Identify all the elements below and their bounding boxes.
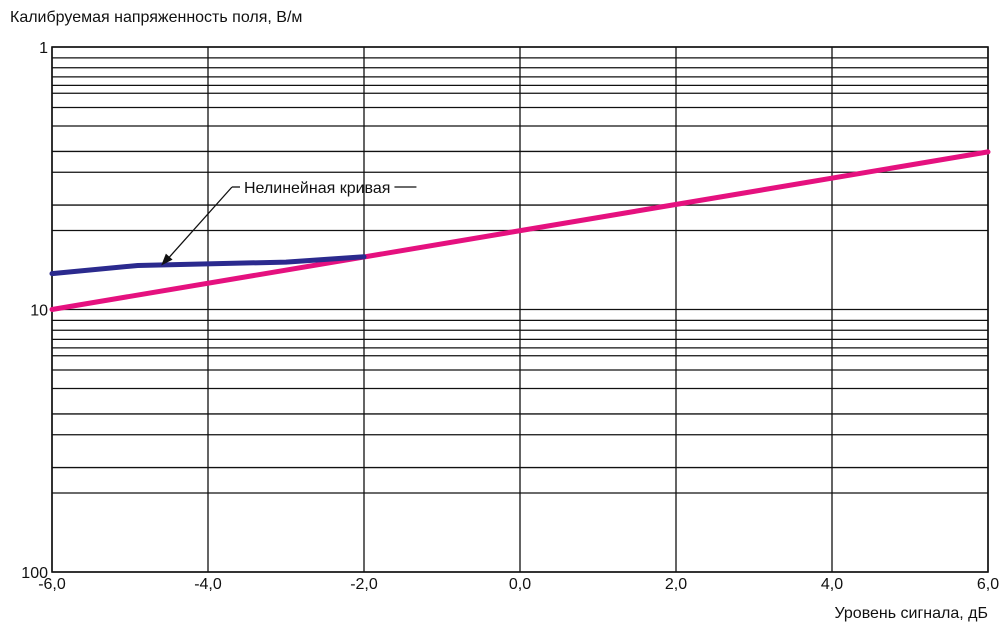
- series-line-0: [49, 149, 991, 312]
- annotation-arrow-shaft: [166, 186, 233, 260]
- x-axis-label: Уровень сигнала, дБ: [834, 605, 988, 622]
- x-tick-label: -2,0: [350, 576, 378, 593]
- annotation-arrowhead: [161, 253, 173, 266]
- annotation-layer: Нелинейная кривая: [161, 180, 417, 266]
- tick-labels: -6,0 -4,0 -2,0 0,0 2,0 4,0 6,0 1 10 100: [21, 40, 999, 593]
- y-tick-label: 10: [30, 303, 48, 320]
- series-layer: [49, 149, 991, 312]
- y-axis-label: Калибруемая напряженность поля, В/м: [10, 9, 302, 26]
- x-tick-label: -6,0: [38, 576, 66, 593]
- y-tick-label: 1: [39, 40, 48, 57]
- grid: [51, 46, 989, 573]
- x-tick-label: 4,0: [821, 576, 843, 593]
- x-tick-label: 2,0: [665, 576, 687, 593]
- annotation-label: Нелинейная кривая: [244, 180, 390, 197]
- y-tick-label: 100: [21, 565, 48, 582]
- x-tick-label: 6,0: [977, 576, 999, 593]
- series-line-1: [49, 254, 367, 277]
- x-tick-label: -4,0: [194, 576, 222, 593]
- x-tick-label: 0,0: [509, 576, 531, 593]
